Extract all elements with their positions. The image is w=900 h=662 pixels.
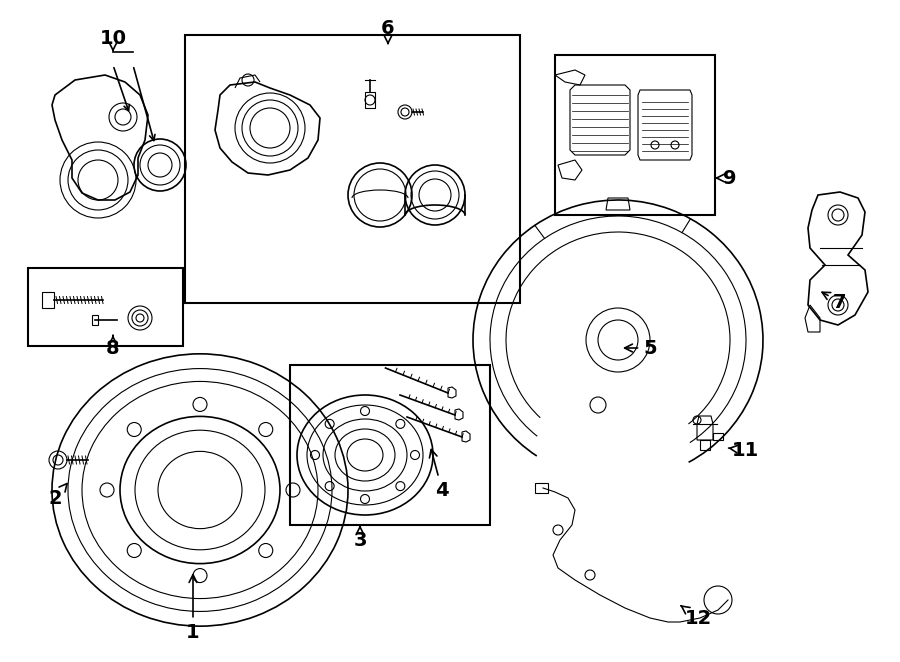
Text: 8: 8 <box>106 336 120 357</box>
Text: 5: 5 <box>625 338 657 357</box>
Text: 3: 3 <box>354 527 367 549</box>
Text: 6: 6 <box>382 19 395 44</box>
Text: 1: 1 <box>186 575 200 641</box>
Bar <box>185 35 520 303</box>
Text: 4: 4 <box>429 449 449 500</box>
Text: 10: 10 <box>100 28 127 51</box>
Bar <box>290 365 490 525</box>
Text: 9: 9 <box>716 169 737 187</box>
Text: 7: 7 <box>822 292 847 312</box>
Text: 12: 12 <box>681 606 712 628</box>
Text: 11: 11 <box>728 440 759 459</box>
Bar <box>555 55 715 215</box>
Text: 2: 2 <box>49 483 68 508</box>
Bar <box>28 268 183 346</box>
